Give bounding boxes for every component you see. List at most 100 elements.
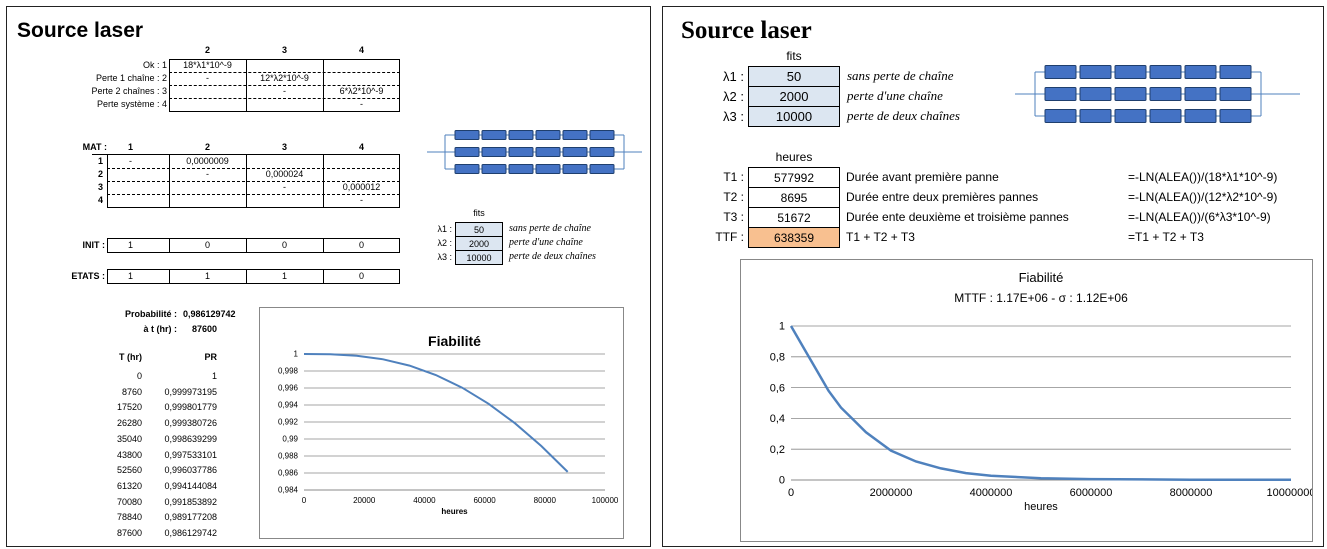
laser-block: [535, 130, 561, 140]
y-tick-label: 1: [294, 350, 299, 359]
table-cell-pr: 0,986129742: [164, 528, 217, 538]
cell: -: [206, 73, 209, 83]
fits-desc: perte de deux chaînes: [509, 251, 596, 262]
laser-block: [454, 164, 480, 174]
value: 0: [281, 240, 287, 250]
laser-block: [1219, 87, 1252, 101]
chart2-frame: 0 0,2 0,4 0,6 0,8 1 0 2000000 4000000 6000000 8000…: [740, 259, 1316, 542]
left-panel: Source laser Probabilité : 0,986129742 à…: [6, 6, 651, 547]
x-tick-label: 8000000: [1170, 487, 1213, 499]
x-tick-label: 60000: [473, 496, 496, 505]
y-tick-label: 0,992: [278, 418, 299, 427]
y-tick-label: 0,994: [278, 401, 299, 410]
table-cell-t: 8760: [121, 386, 142, 397]
col-header: T (hr): [119, 352, 142, 362]
y-tick-label: 0,988: [278, 452, 299, 461]
time-label: à t (hr) :: [143, 324, 178, 334]
chart1: 0,984 0,986 0,988 0,99 0,992 0,994 0,996 0,998 1…: [278, 333, 619, 516]
col-divider: [169, 269, 170, 284]
hours-label: TTF :: [715, 230, 744, 244]
y-tick-label: 0,8: [770, 351, 785, 363]
right-title: Source laser: [681, 17, 812, 44]
fits-desc: sans perte de chaîne: [509, 223, 591, 234]
laser-block: [1079, 65, 1112, 79]
chart-subtitle: MTTF : 1.17E+06 - σ : 1.12E+06: [954, 291, 1128, 305]
cell: 0,0000009: [186, 156, 229, 166]
row-divider: [107, 168, 400, 169]
y-tick-label: 0: [779, 475, 785, 487]
chart-title: Fiabilité: [428, 333, 481, 349]
col-divider: [246, 269, 247, 284]
col-divider: [323, 238, 324, 253]
cell: 0,000024: [265, 169, 304, 179]
x-axis-label: heures: [441, 507, 468, 516]
col-header: 3: [281, 142, 287, 152]
laser-block: [535, 147, 561, 157]
chart-title: Fiabilité: [1019, 270, 1064, 285]
col-divider: [246, 155, 247, 207]
table-cell-pr: 0,989177208: [164, 512, 217, 523]
table-cell-t: 78840: [116, 512, 142, 523]
laser-block: [1184, 65, 1217, 79]
laser-block: [1219, 109, 1252, 123]
table-cell-pr: 0,994144084: [164, 480, 217, 491]
laser-block: [508, 147, 534, 157]
cell: -: [360, 99, 363, 109]
table-cell-pr: 0,999380726: [164, 418, 217, 429]
col-divider: [169, 155, 170, 207]
y-tick-label: 0,2: [770, 444, 785, 456]
left-title: Source laser: [17, 19, 144, 42]
table-cell-t: 43800: [116, 449, 142, 460]
fits-label: λ2 :: [437, 238, 452, 248]
cell: -: [129, 156, 132, 166]
row-label: 1: [97, 156, 103, 166]
x-tick-label: 20000: [353, 496, 376, 505]
laser-block: [1044, 87, 1077, 101]
fits-desc: perte de deux chaînes: [847, 108, 960, 123]
laser-block: [1184, 87, 1217, 101]
row-divider: [169, 98, 400, 99]
right-panel: Source laser 0 0,2 0,4 0,6 0,8 1 0 2000000 40000…: [662, 6, 1324, 547]
series-line: [303, 353, 569, 473]
row-label: 3: [97, 182, 103, 192]
fits-header: fits: [473, 208, 485, 218]
col-divider: [169, 238, 170, 253]
cell: 18*λ1*10^-9: [183, 60, 232, 70]
col-header: 1: [127, 142, 133, 152]
cell: 6*λ2*10^-9: [339, 86, 384, 96]
value: 0: [358, 240, 364, 250]
x-tick-label: 10000000: [1267, 487, 1312, 499]
cell: -: [206, 169, 209, 179]
laser-block: [589, 147, 615, 157]
laser-block: [1149, 109, 1182, 123]
laser-block: [1149, 65, 1182, 79]
value: 0: [204, 240, 210, 250]
table-cell-pr: 1: [211, 371, 217, 381]
hours-formula: =T1 + T2 + T3: [1128, 230, 1204, 244]
laser-block: [1149, 87, 1182, 101]
row-divider: [107, 194, 400, 195]
value: 1: [281, 271, 287, 281]
value: 0: [358, 271, 364, 281]
fits-label: λ3 :: [723, 109, 744, 124]
col-divider: [246, 238, 247, 253]
value: 1: [204, 271, 210, 281]
etats-label: ETATS :: [71, 271, 105, 281]
col-divider: [246, 59, 247, 111]
x-tick-label: 0: [302, 496, 307, 505]
prob-value: 0,986129742: [183, 309, 236, 319]
fits-desc: sans perte de chaîne: [847, 68, 954, 83]
table-cell-t: 17520: [116, 402, 142, 413]
fits-desc: perte d'une chaîne: [847, 88, 943, 103]
hours-label: T2 :: [723, 190, 744, 204]
laser-block: [1114, 109, 1147, 123]
table-cell-pr: 0,996037786: [164, 465, 217, 476]
chart2: 0 0,2 0,4 0,6 0,8 1 0 2000000 4000000 6000000 8000…: [770, 270, 1316, 513]
col-header: 4: [358, 45, 364, 55]
hours-value: 51672: [748, 207, 840, 228]
hours-value: 577992: [748, 167, 840, 188]
hours-label: T3 :: [723, 210, 744, 224]
prob-label: Probabilité :: [124, 309, 177, 319]
x-tick-label: 0: [788, 487, 794, 499]
row-label: Ok : 1: [142, 60, 167, 70]
